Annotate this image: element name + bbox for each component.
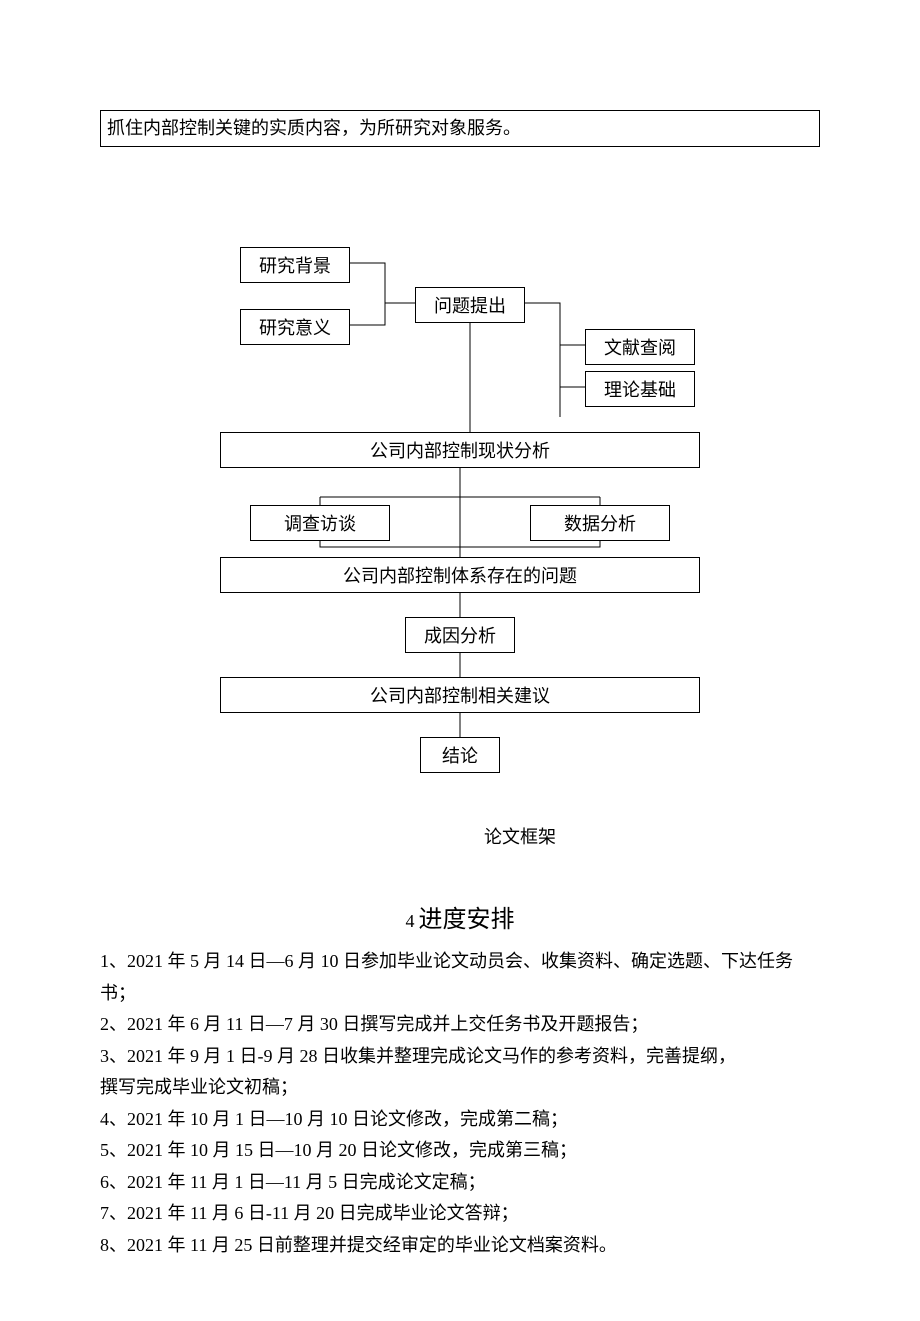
node-label: 问题提出 xyxy=(434,292,506,318)
node-label: 公司内部控制现状分析 xyxy=(370,437,550,463)
schedule-item: 3、2021 年 9 月 1 日-9 月 28 日收集并整理完成论文马作的参考资… xyxy=(100,1041,820,1073)
section-heading: 进度安排 xyxy=(419,907,515,933)
node-survey-interview: 调查访谈 xyxy=(250,505,390,541)
node-label: 研究背景 xyxy=(259,252,331,278)
node-conclusion: 结论 xyxy=(420,737,500,773)
schedule-item: 2、2021 年 6 月 11 日—7 月 30 日撰写完成并上交任务书及开题报… xyxy=(100,1009,820,1041)
node-research-significance: 研究意义 xyxy=(240,309,350,345)
node-status-analysis: 公司内部控制现状分析 xyxy=(220,432,700,468)
top-text: 抓住内部控制关键的实质内容，为所研究对象服务。 xyxy=(107,118,521,138)
node-literature-review: 文献查阅 xyxy=(585,329,695,365)
node-data-analysis: 数据分析 xyxy=(530,505,670,541)
node-cause-analysis: 成因分析 xyxy=(405,617,515,653)
top-text-box: 抓住内部控制关键的实质内容，为所研究对象服务。 xyxy=(100,110,820,147)
page: 抓住内部控制关键的实质内容，为所研究对象服务。 xyxy=(0,0,920,1321)
schedule-item: 5、2021 年 10 月 15 日—10 月 20 日论文修改，完成第三稿； xyxy=(100,1135,820,1167)
schedule-item: 1、2021 年 5 月 14 日—6 月 10 日参加毕业论文动员会、收集资料… xyxy=(100,946,820,1009)
diagram-caption: 论文框架 xyxy=(220,823,820,849)
node-label: 研究意义 xyxy=(259,314,331,340)
node-suggestions: 公司内部控制相关建议 xyxy=(220,677,700,713)
node-label: 调查访谈 xyxy=(284,510,356,536)
schedule-item: 8、2021 年 11 月 25 日前整理并提交经审定的毕业论文档案资料。 xyxy=(100,1230,820,1262)
node-system-problems: 公司内部控制体系存在的问题 xyxy=(220,557,700,593)
node-problem-statement: 问题提出 xyxy=(415,287,525,323)
node-label: 数据分析 xyxy=(564,510,636,536)
node-research-background: 研究背景 xyxy=(240,247,350,283)
thesis-flowchart: 研究背景 研究意义 问题提出 文献查阅 理论基础 公司内部控制现状分析 调查访谈… xyxy=(190,247,730,817)
schedule-item: 4、2021 年 10 月 1 日—10 月 10 日论文修改，完成第二稿； xyxy=(100,1104,820,1136)
node-label: 理论基础 xyxy=(604,376,676,402)
schedule-item: 7、2021 年 11 月 6 日-11 月 20 日完成毕业论文答辩； xyxy=(100,1198,820,1230)
node-label: 成因分析 xyxy=(424,622,496,648)
node-theoretical-basis: 理论基础 xyxy=(585,371,695,407)
schedule-item: 6、2021 年 11 月 1 日—11 月 5 日完成论文定稿； xyxy=(100,1167,820,1199)
schedule-list: 1、2021 年 5 月 14 日—6 月 10 日参加毕业论文动员会、收集资料… xyxy=(100,946,820,1261)
node-label: 公司内部控制体系存在的问题 xyxy=(343,562,577,588)
node-label: 文献查阅 xyxy=(604,334,676,360)
section-number: 4 xyxy=(406,911,415,931)
node-label: 公司内部控制相关建议 xyxy=(370,682,550,708)
node-label: 结论 xyxy=(442,742,478,768)
section-title: 4进度安排 xyxy=(100,899,820,934)
schedule-item: 撰写完成毕业论文初稿； xyxy=(100,1072,820,1104)
